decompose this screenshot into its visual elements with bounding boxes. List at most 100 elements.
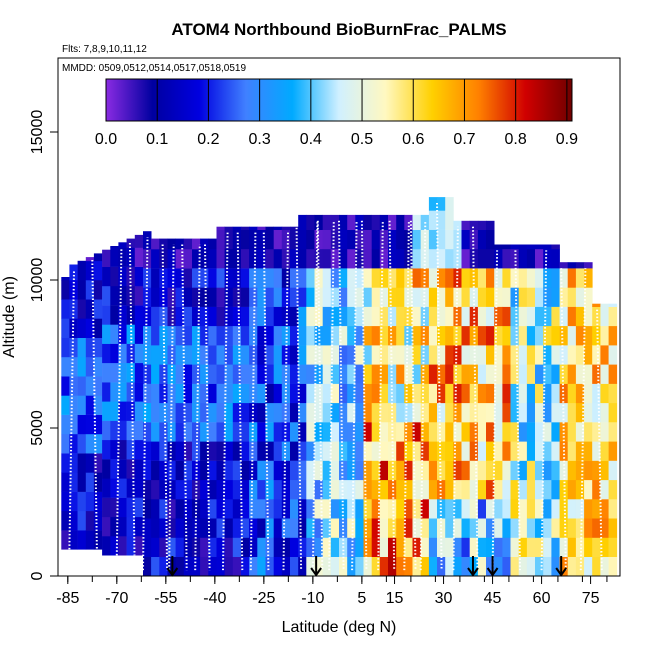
heatmap-cell (543, 306, 552, 327)
heatmap-cell (61, 453, 70, 473)
heatmap-cell (518, 325, 528, 346)
heatmap-cell (388, 268, 397, 288)
heatmap-cell (551, 441, 560, 461)
heatmap-cell (535, 499, 544, 519)
heatmap-cell (322, 518, 332, 538)
heatmap-cells (61, 197, 618, 576)
heatmap-cell (608, 364, 618, 384)
heatmap-cell (535, 268, 544, 288)
heatmap-cell (151, 402, 160, 423)
heatmap-cell (543, 325, 552, 346)
heatmap-cell (494, 364, 503, 384)
heatmap-cell (143, 460, 152, 481)
heatmap-cell (265, 229, 274, 250)
heatmap-cell (273, 422, 283, 442)
heatmap-cell (600, 479, 609, 500)
heatmap-cell (322, 402, 332, 423)
heatmap-cell (584, 383, 593, 404)
heatmap-cell (543, 345, 552, 365)
heatmap-cell (592, 303, 601, 307)
heatmap-cell (69, 395, 78, 415)
heatmap-cell (510, 244, 519, 250)
heatmap-cell (510, 479, 519, 500)
heatmap-cell (396, 214, 405, 230)
heatmap-cell (592, 345, 601, 365)
heatmap-cell (404, 422, 413, 442)
heatmap-cell (371, 460, 381, 481)
heatmap-cell (216, 499, 225, 519)
heatmap-cell (461, 402, 470, 423)
heatmap-cell (371, 229, 381, 250)
heatmap-cell (396, 287, 405, 307)
heatmap-cell (396, 268, 405, 288)
heatmap-cell (298, 214, 307, 230)
heatmap-cell (216, 306, 225, 327)
heatmap-cell (575, 537, 585, 557)
colorbar-tick-label: 0.3 (249, 131, 271, 148)
heatmap-cell (93, 337, 103, 358)
heatmap-cell (77, 453, 87, 473)
heatmap-cell (412, 268, 421, 288)
heatmap-cell (126, 420, 136, 441)
heatmap-cell (151, 537, 160, 557)
heatmap-cell (453, 499, 462, 519)
heatmap-cell (249, 325, 258, 346)
heatmap-cell (363, 518, 372, 538)
heatmap-cell (167, 518, 176, 538)
heatmap-cell (85, 472, 95, 492)
flight-profile (222, 232, 229, 571)
heatmap-cell (330, 537, 340, 557)
heatmap-cell (600, 364, 609, 384)
heatmap-cell (445, 537, 454, 557)
heatmap-cell (257, 518, 266, 538)
heatmap-cell (600, 383, 609, 404)
heatmap-cell (567, 325, 577, 346)
heatmap-cell (208, 248, 217, 269)
heatmap-cell (257, 306, 266, 327)
heatmap-cell (363, 479, 372, 500)
heatmap-cell (249, 226, 258, 230)
heatmap-cell (477, 441, 487, 461)
heatmap-cell (298, 402, 307, 423)
heatmap-cell (543, 518, 552, 538)
heatmap-cell (551, 499, 560, 519)
heatmap-cell (469, 441, 479, 461)
heatmap-cell (486, 383, 495, 404)
heatmap-cell (118, 478, 127, 498)
flight-profile (282, 232, 289, 571)
heatmap-cell (608, 441, 618, 461)
heatmap-cell (437, 210, 446, 230)
heatmap-cell (559, 383, 569, 404)
flight-profile (419, 220, 427, 571)
heatmap-cell (535, 402, 544, 423)
heatmap-cell (355, 402, 364, 423)
heatmap-cell (290, 229, 299, 250)
heatmap-cell (249, 499, 258, 519)
heatmap-cell (535, 325, 544, 346)
heatmap-cell (93, 318, 103, 338)
heatmap-cell (453, 325, 462, 346)
heatmap-cell (298, 479, 307, 500)
heatmap-cell (167, 325, 176, 346)
heatmap-cell (477, 422, 487, 442)
heatmap-cell (102, 382, 111, 402)
heatmap-cell (518, 383, 528, 404)
heatmap-cell (77, 376, 87, 396)
heatmap-cell (445, 556, 454, 576)
heatmap-cell (77, 530, 87, 550)
heatmap-cell (298, 364, 307, 384)
heatmap-cell (420, 229, 430, 250)
heatmap-cell (192, 422, 201, 442)
colorbar-tick-label: 0.6 (402, 131, 424, 148)
heatmap-cell (567, 537, 577, 557)
heatmap-cell (249, 460, 258, 481)
heatmap-cell (363, 499, 372, 519)
heatmap-cell (584, 325, 593, 346)
heatmap-cell (535, 460, 544, 481)
heatmap-cell (567, 422, 577, 442)
flight-profile (452, 226, 459, 571)
heatmap-cell (273, 306, 283, 327)
heatmap-cell (306, 306, 315, 327)
heatmap-cell (379, 537, 389, 557)
heatmap-cell (298, 518, 307, 538)
